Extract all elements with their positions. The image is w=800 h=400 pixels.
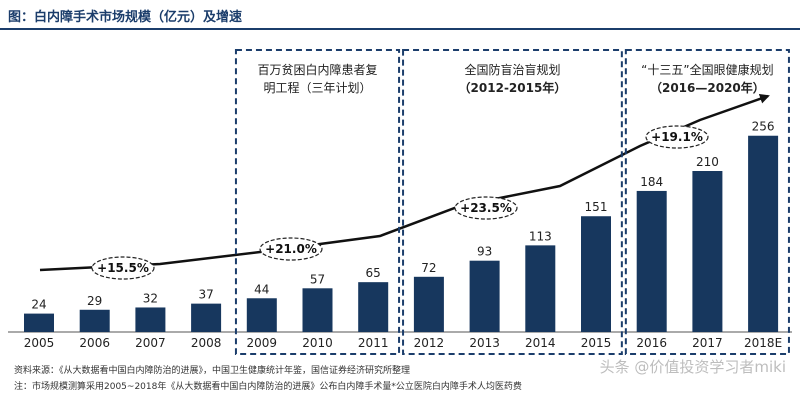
bar-value-label: 113 (529, 229, 552, 243)
bar-value-label: 29 (87, 294, 102, 308)
growth-ellipse (91, 256, 155, 280)
source-note: 资料来源：《从大数据看中国白内障防治的进展》，中国卫生健康统计年鉴，国信证券经济… (14, 366, 411, 376)
bar (191, 303, 222, 332)
x-tick-label: 2015 (581, 336, 612, 350)
title-bar: 图：白内障手术市场规模（亿元）及增速 (0, 0, 800, 30)
bar-value-label: 256 (752, 120, 775, 134)
bar (469, 260, 500, 332)
period-box-2009-2011 (234, 49, 401, 355)
x-tick-label: 2007 (135, 336, 166, 350)
bar (636, 190, 667, 332)
x-tick-label: 2011 (358, 336, 389, 350)
growth-rate-label: +15.5% (97, 261, 149, 275)
period-label-line2: （2016—2020年） (650, 80, 765, 95)
watermark: 头条 @价值投资学习者miki (599, 358, 786, 376)
bar (246, 298, 277, 332)
period-label-line2: （2012-2015年） (459, 80, 567, 95)
growth-ellipse (259, 237, 323, 261)
bar-value-label: 65 (366, 266, 381, 280)
bar-value-label: 57 (310, 272, 325, 286)
x-tick-label: 2012 (414, 336, 445, 350)
x-tick-label: 2009 (247, 336, 278, 350)
chart: 24 2005 29 2006 32 2007 37 2008 44 2009 57 2010 65 20… (8, 49, 792, 355)
bar-value-label: 32 (143, 291, 158, 305)
x-tick-label: 2005 (24, 336, 55, 350)
period-label-line1: 百万贫困白内障患者复 (257, 62, 377, 77)
x-tick-label: 2018E (744, 336, 782, 350)
period-label-line1: “十三五”全国眼健康规划 (641, 62, 773, 77)
period-label-line2: 明工程（三年计划） (263, 80, 371, 95)
x-tick-label: 2017 (692, 336, 723, 350)
chart-title: 图：白内障手术市场规模（亿元）及增速 (8, 10, 243, 25)
growth-rate-label: +23.5% (460, 201, 512, 215)
bar (581, 216, 611, 332)
bar-value-label: 210 (696, 155, 719, 169)
growth-rate-label: +21.0% (265, 242, 317, 256)
bar-value-label: 44 (254, 282, 269, 296)
growth-rate-label: +19.1% (651, 130, 703, 144)
x-tick-label: 2010 (302, 336, 333, 350)
x-tick-label: 2016 (636, 336, 667, 350)
period-label-line1: 全国防盲治盲规划 (464, 62, 560, 77)
bar (24, 313, 54, 332)
bar (748, 135, 779, 332)
bar-value-label: 24 (31, 298, 46, 312)
growth-ellipse (454, 196, 518, 220)
bar (525, 245, 556, 332)
x-tick-label: 2014 (525, 336, 556, 350)
calculation-note: 注：市场规模测算采用2005~2018年《从大数据看中国白内障防治的进展》公布白… (14, 382, 522, 392)
bar (358, 282, 389, 332)
bar (135, 307, 166, 332)
bar-value-label: 37 (198, 288, 213, 302)
bar-value-label: 151 (585, 200, 608, 214)
period-box-2012-2015 (402, 49, 623, 355)
bar-value-label: 184 (640, 175, 663, 189)
growth-ellipse (645, 125, 709, 149)
bar (692, 171, 723, 332)
x-tick-label: 2013 (469, 336, 500, 350)
bar (413, 276, 444, 332)
period-box-2016-2018 (624, 49, 790, 355)
bar (302, 288, 333, 332)
x-tick-label: 2008 (191, 336, 222, 350)
x-tick-label: 2006 (79, 336, 110, 350)
bar (79, 309, 110, 332)
bar-value-label: 72 (421, 261, 436, 275)
bar-value-label: 93 (477, 245, 492, 259)
